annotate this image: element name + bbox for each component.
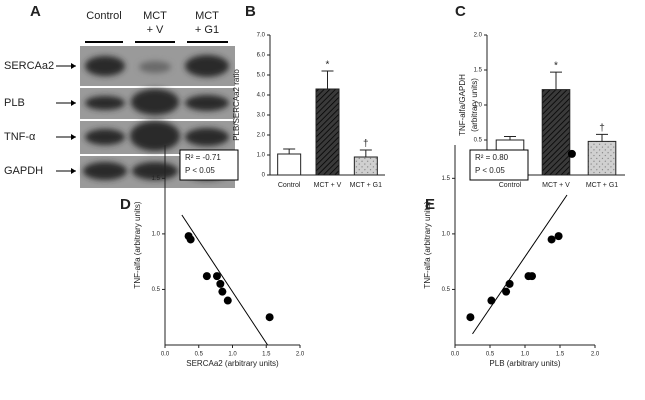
point [547,235,556,244]
x-tick-label: MCT + G1 [586,182,618,189]
y-tick-label: 1.5 [152,176,161,182]
stats-text: R² = -0.71 [185,153,221,162]
bar-annotation: † [599,123,605,134]
error-bar [504,136,516,140]
y-tick-label: 5.0 [257,73,266,79]
y-tick-label: 7.0 [257,33,266,39]
bar [353,156,378,176]
y-tick-label: 1.0 [257,153,266,159]
arrow-head [71,134,76,140]
column-label: + G1 [195,24,219,36]
trend-line [472,194,568,335]
x-tick-label: 1.0 [228,352,237,358]
x-tick-label: Control [499,182,522,189]
bar [315,88,340,176]
arrow-head [71,168,76,174]
x-tick-label: 2.0 [591,352,600,358]
y-tick-label: 1.0 [474,103,483,109]
arrow-head [71,63,76,69]
panel-letter: B [245,3,256,20]
x-tick-label: MCT + V [542,182,570,189]
y-axis-label: (arbitrary units) [470,78,479,132]
point [216,279,225,288]
y-tick-label: 1.5 [442,176,451,182]
point [505,279,514,288]
y-axis-label: TNF-alfa/GAPDH [458,74,467,136]
bar-annotation: † [363,139,369,150]
stats-text: P < 0.05 [475,166,505,175]
point [223,296,232,305]
x-tick-label: 1.5 [556,352,565,358]
point [265,313,274,322]
y-tick-label: 0.5 [474,138,483,144]
panel-letter: E [425,196,435,213]
point [567,149,576,158]
y-tick-label: 6.0 [257,53,266,59]
y-axis-label: TNF-alfa (arbitrary units) [423,201,432,288]
row-label: GAPDH [4,165,43,177]
y-tick-label: 2.0 [474,33,483,39]
error-bar [359,149,372,157]
y-tick-label: 1.0 [442,231,451,237]
y-tick-label: 4.0 [257,93,266,99]
column-label: Control [86,10,121,22]
bar [587,140,617,176]
error-bar [550,71,562,90]
x-tick-label: 1.0 [521,352,530,358]
error-bar [283,148,296,154]
x-tick-label: 0.5 [486,352,495,358]
y-axis-label: PLB/SERCAa2 ratio [232,69,241,141]
point [502,287,511,296]
x-tick-label: 1.5 [262,352,271,358]
stats-box [469,149,529,181]
error-bar [596,133,608,142]
row-label: SERCAa2 [4,60,54,72]
bar-annotation: * [326,60,330,71]
x-tick-label: 0.0 [451,352,460,358]
stats-text: R² = 0.80 [475,153,509,162]
stats-text: P < 0.05 [185,166,215,175]
x-tick-label: 2.0 [296,352,305,358]
point [554,232,563,241]
column-label: MCT [195,10,219,22]
panel-letter: A [30,3,41,20]
point [466,313,475,322]
x-tick-label: 0.5 [195,352,204,358]
x-tick-label: Control [278,182,301,189]
arrow-head [71,100,76,106]
y-tick-label: 3.0 [257,113,266,119]
row-label: PLB [4,97,25,109]
x-tick-label: MCT + V [314,182,342,189]
column-label: MCT [143,10,167,22]
point [487,296,496,305]
y-tick-label: 0.5 [442,287,451,293]
bar-annotation: * [554,61,558,72]
point [212,272,221,281]
point [528,272,536,281]
x-tick-label: 0.0 [161,352,170,358]
y-tick-label: 1.0 [152,231,161,237]
y-tick-label: 1.5 [474,68,483,74]
point [186,235,195,244]
panel-letter: D [120,196,131,213]
stats-box [179,149,239,181]
y-axis-label: TNF-alfa (arbitrary units) [133,201,142,288]
y-tick-label: 0 [262,173,266,179]
bar [277,153,302,176]
point [218,287,227,296]
x-axis-label: PLB (arbitrary units) [489,359,560,368]
column-label: + V [147,24,164,36]
y-tick-label: 0.5 [152,287,161,293]
point [202,272,211,281]
row-label: TNF-α [4,131,36,143]
bar [541,89,571,176]
x-tick-label: MCT + G1 [350,182,382,189]
y-tick-label: 2.0 [257,133,266,139]
trend-line [181,214,269,346]
error-bar [321,70,334,89]
x-axis-label: SERCAa2 (arbitrary units) [186,359,279,368]
panel-letter: C [455,3,466,20]
